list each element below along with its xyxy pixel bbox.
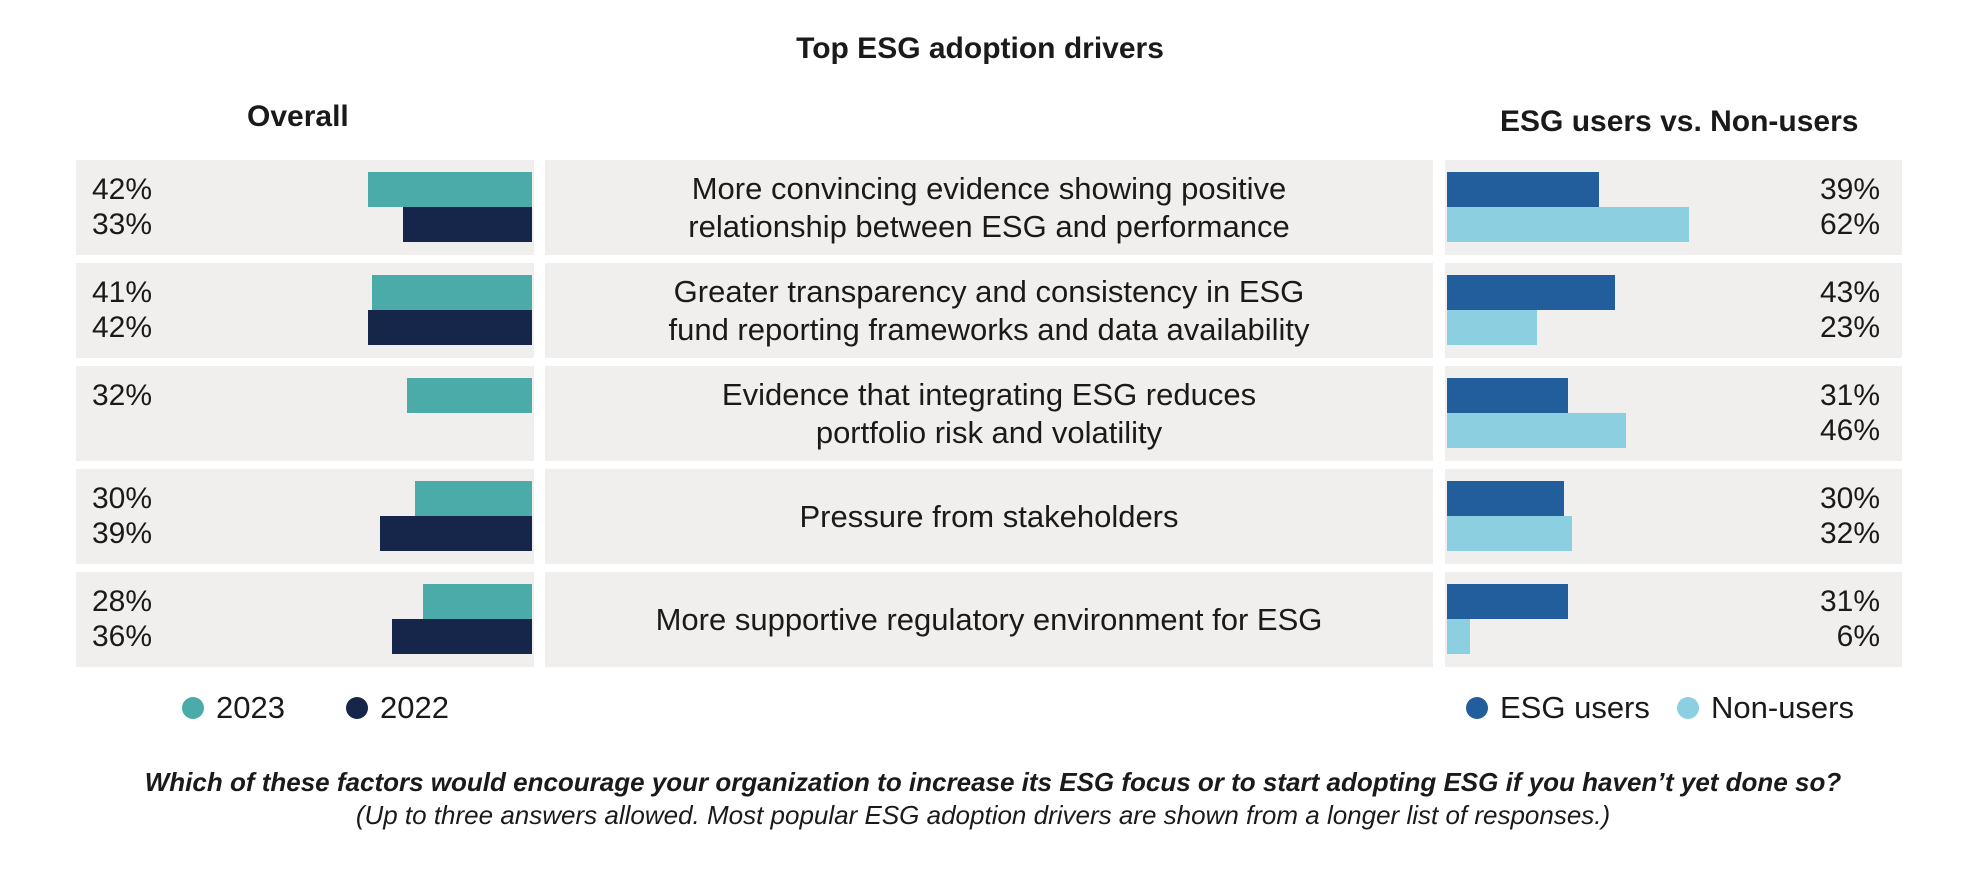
driver-label-text: More supportive regulatory environment f… — [656, 601, 1323, 639]
value-label-non-users: 62% — [1819, 208, 1880, 241]
chart-title: Top ESG adoption drivers — [796, 32, 1164, 65]
bar-esg-users — [1447, 378, 1568, 413]
bar-2022 — [379, 516, 532, 551]
legend-esg-users: ESG users — [1466, 690, 1650, 726]
driver-label-text: Pressure from stakeholders — [799, 498, 1178, 536]
bar-esg-users — [1447, 275, 1615, 310]
value-label-esg-users: 31% — [1819, 585, 1880, 618]
legend-non-users-label: Non-users — [1711, 690, 1854, 725]
value-label-2022: 39% — [92, 517, 153, 550]
value-label-non-users: 46% — [1819, 414, 1880, 447]
bar-2022 — [368, 310, 532, 345]
bar-non-users — [1447, 207, 1689, 242]
driver-label: Greater transparency and consistency in … — [545, 263, 1433, 358]
bar-2023 — [368, 172, 532, 207]
value-label-2023: 28% — [92, 585, 153, 618]
value-label-esg-users: 31% — [1819, 379, 1880, 412]
bar-non-users — [1447, 310, 1537, 345]
bar-2023 — [372, 275, 532, 310]
driver-label-line: More convincing evidence showing positiv… — [691, 170, 1287, 206]
driver-label-text: Evidence that integrating ESG reduces por… — [722, 376, 1256, 452]
bar-esg-users — [1447, 172, 1600, 207]
legend-non-users: Non-users — [1677, 690, 1854, 726]
value-label-non-users: 32% — [1819, 517, 1880, 550]
row-band-center — [545, 160, 1433, 255]
row-band-center — [545, 366, 1433, 461]
value-label-2023: 32% — [92, 379, 153, 412]
driver-label: Evidence that integrating ESG reduces por… — [545, 366, 1433, 461]
bar-2023 — [422, 584, 532, 619]
driver-label-line: Greater transparency and consistency in … — [673, 273, 1305, 309]
driver-label: More convincing evidence showing positiv… — [545, 160, 1433, 255]
value-label-esg-users: 39% — [1819, 173, 1880, 206]
legend-2022-label: 2022 — [380, 690, 449, 725]
driver-label-line: More supportive regulatory environment f… — [655, 601, 1323, 637]
legend-esg-users-swatch — [1466, 697, 1488, 719]
survey-question: Which of these factors would encourage y… — [144, 767, 1842, 797]
legend-2023: 2023 — [182, 690, 285, 726]
bar-2023 — [407, 378, 532, 413]
driver-label-text: Greater transparency and consistency in … — [668, 273, 1309, 349]
driver-label: More supportive regulatory environment f… — [545, 572, 1433, 667]
value-label-esg-users: 43% — [1819, 276, 1880, 309]
value-label-2023: 41% — [92, 276, 153, 309]
value-label-2022: 42% — [92, 311, 153, 344]
driver-label-line: relationship between ESG and performance — [688, 208, 1290, 244]
bar-esg-users — [1447, 584, 1568, 619]
overall-heading: Overall — [247, 100, 349, 133]
driver-label-line: Evidence that integrating ESG reduces — [721, 376, 1257, 412]
value-label-2023: 30% — [92, 482, 153, 515]
bar-2022 — [403, 207, 532, 242]
value-label-2022: 33% — [92, 208, 153, 241]
row-band-center — [545, 469, 1433, 564]
legend-esg-users-label: ESG users — [1500, 690, 1650, 725]
bar-non-users — [1447, 516, 1572, 551]
survey-note: (Up to three answers allowed. Most popul… — [355, 800, 1611, 830]
value-label-2023: 42% — [92, 173, 153, 206]
bar-2022 — [391, 619, 532, 654]
bar-non-users — [1447, 413, 1627, 448]
legend-2023-label: 2023 — [216, 690, 285, 725]
bar-non-users — [1447, 619, 1471, 654]
value-label-2022: 36% — [92, 620, 153, 653]
legend-2022: 2022 — [346, 690, 449, 726]
bar-2023 — [415, 481, 532, 516]
legend-2022-swatch — [346, 697, 368, 719]
legend-non-users-swatch — [1677, 697, 1699, 719]
driver-label-line: portfolio risk and volatility — [815, 414, 1163, 450]
value-label-non-users: 23% — [1819, 311, 1880, 344]
bar-esg-users — [1447, 481, 1564, 516]
value-label-non-users: 6% — [1836, 620, 1880, 653]
value-label-esg-users: 30% — [1819, 482, 1880, 515]
driver-label-text: More convincing evidence showing positiv… — [688, 170, 1289, 246]
driver-label-line: fund reporting frameworks and data avail… — [668, 311, 1310, 347]
legend-2023-swatch — [182, 697, 204, 719]
row-band-center — [545, 263, 1433, 358]
row-band-center — [545, 572, 1433, 667]
driver-label-line: Pressure from stakeholders — [799, 498, 1179, 534]
driver-label: Pressure from stakeholders — [545, 469, 1433, 564]
users-heading: ESG users vs. Non-users — [1500, 105, 1859, 138]
